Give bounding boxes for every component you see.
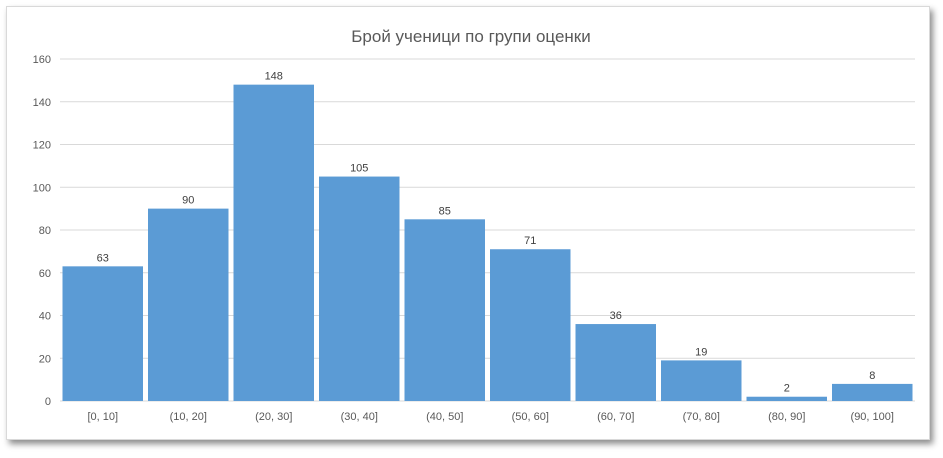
data-label: 71 xyxy=(524,235,536,247)
x-axis-ticks: [0, 10] (10, 20] (20, 30] (30, 40] (40, 50] (… xyxy=(87,411,894,423)
bar xyxy=(404,219,485,401)
data-label: 2 xyxy=(784,383,790,395)
data-label: 105 xyxy=(350,163,368,175)
data-label: 148 xyxy=(265,71,283,83)
x-tick-label: (40, 50] xyxy=(426,411,463,423)
y-tick-label: 60 xyxy=(39,268,51,280)
x-tick-label: [0, 10] xyxy=(87,411,118,423)
y-tick-label: 140 xyxy=(33,97,51,109)
bar xyxy=(575,324,656,401)
data-labels: 63 90 148 105 85 71 36 19 2 8 xyxy=(97,71,876,395)
bar xyxy=(661,360,742,401)
data-label: 36 xyxy=(610,310,622,322)
x-tick-label: (50, 60] xyxy=(512,411,549,423)
bar xyxy=(490,249,571,401)
data-label: 19 xyxy=(695,346,707,358)
bar xyxy=(319,176,400,401)
y-tick-label: 160 xyxy=(33,54,51,66)
data-label: 90 xyxy=(182,195,194,207)
bar xyxy=(62,266,143,401)
y-tick-label: 20 xyxy=(39,353,51,365)
y-axis-ticks: 0 20 40 60 80 100 120 140 160 xyxy=(33,54,51,408)
x-tick-label: (10, 20] xyxy=(170,411,207,423)
bar xyxy=(746,396,827,401)
data-label: 63 xyxy=(97,252,109,264)
y-tick-label: 100 xyxy=(33,182,51,194)
x-tick-label: (80, 90] xyxy=(768,411,805,423)
y-tick-label: 120 xyxy=(33,140,51,152)
x-tick-label: (90, 100] xyxy=(851,411,894,423)
x-tick-label: (20, 30] xyxy=(255,411,292,423)
y-tick-label: 80 xyxy=(39,225,51,237)
data-label: 8 xyxy=(869,370,875,382)
bar xyxy=(233,84,314,402)
y-tick-label: 40 xyxy=(39,311,51,323)
bar xyxy=(148,208,229,401)
chart-title: Брой ученици по групи оценки xyxy=(351,27,591,46)
data-label: 85 xyxy=(439,205,451,217)
bars xyxy=(62,84,913,402)
x-tick-label: (30, 40] xyxy=(341,411,378,423)
x-tick-label: (70, 80] xyxy=(683,411,720,423)
x-tick-label: (60, 70] xyxy=(597,411,634,423)
y-tick-label: 0 xyxy=(45,396,51,408)
bar xyxy=(832,383,913,401)
